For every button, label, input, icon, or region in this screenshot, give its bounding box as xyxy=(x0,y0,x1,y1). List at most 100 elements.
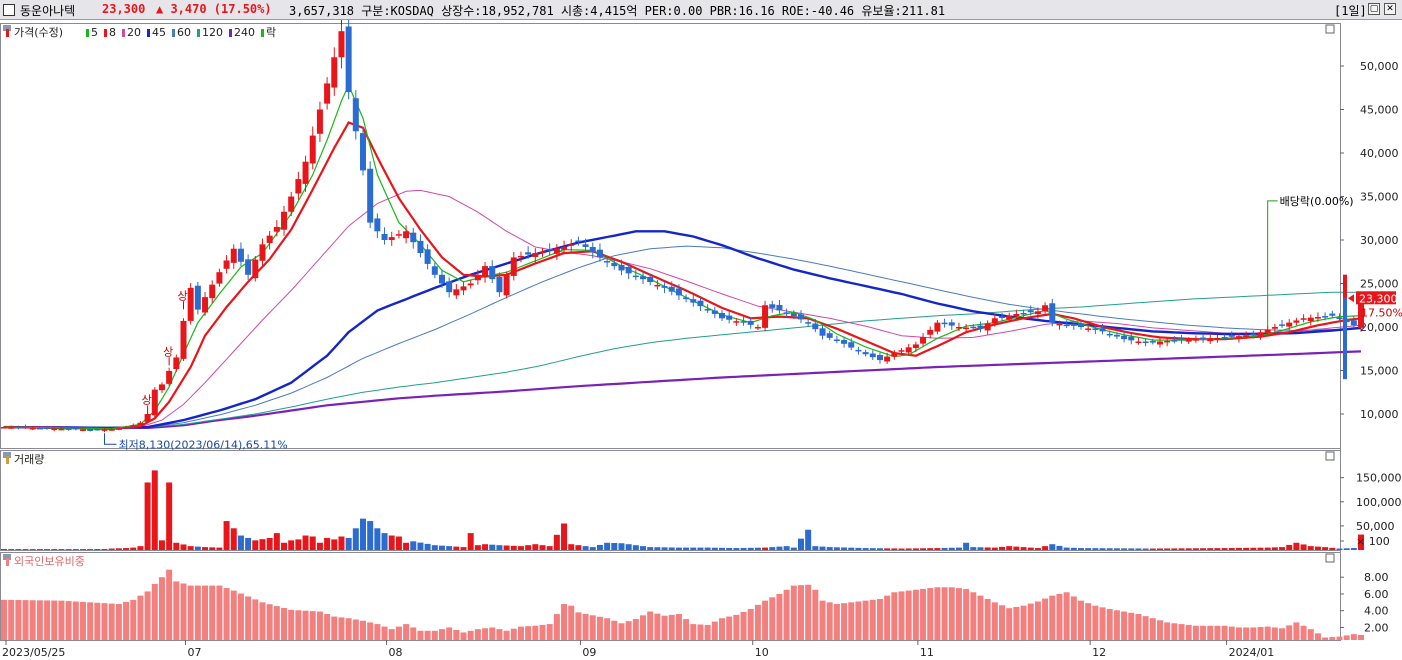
foreign-ratio-bar xyxy=(683,619,690,640)
foreign-ratio-bar xyxy=(891,592,898,640)
foreign-ratio-bar xyxy=(596,616,603,640)
candle-body xyxy=(719,313,725,319)
candle-body xyxy=(309,135,316,164)
foreign-ratio-bar xyxy=(453,629,460,640)
foreign-ratio-bar xyxy=(381,626,388,640)
candle-body xyxy=(453,289,460,296)
volume-bar xyxy=(180,544,187,550)
foreign-ratio-bar xyxy=(1013,606,1020,640)
foreign-ratio-bar xyxy=(654,613,661,640)
volume-bar xyxy=(625,544,632,550)
volume-bar xyxy=(202,547,209,550)
volume-bar xyxy=(905,548,912,550)
candle-body xyxy=(1171,340,1178,342)
volume-bar xyxy=(668,547,675,550)
volume-bar xyxy=(711,547,718,550)
volume-bar xyxy=(1092,548,1099,550)
volume-bar xyxy=(683,547,690,550)
foreign-ratio-bar xyxy=(374,624,381,640)
volume-bar xyxy=(999,546,1006,550)
foreign-ratio-bar xyxy=(1006,608,1013,640)
volume-bar xyxy=(1243,547,1250,550)
foreign-ratio-bar xyxy=(94,602,101,640)
volume-bar xyxy=(848,547,855,550)
candle-body xyxy=(826,333,833,338)
volume-bar xyxy=(1228,547,1235,550)
stock-chart-svg: 10,000 15,000 20,000 25,000 30,000 35,000 40,0… xyxy=(0,20,1402,659)
legend-item: 20 xyxy=(127,26,141,39)
volume-bar xyxy=(805,529,812,550)
candle-body xyxy=(783,312,790,314)
close-icon[interactable]: ✕ xyxy=(1384,3,1396,15)
candle-body xyxy=(812,323,819,330)
select-checkbox[interactable] xyxy=(3,4,15,16)
period-label[interactable]: [1일] xyxy=(1334,4,1367,18)
candle-body xyxy=(58,428,65,431)
volume-bar xyxy=(1322,547,1329,550)
foreign-ratio-bar xyxy=(1271,627,1278,640)
x-tick-label: 07 xyxy=(188,646,202,659)
candle-body xyxy=(403,231,410,239)
candle-body xyxy=(273,226,280,232)
candle-body xyxy=(884,356,891,362)
foreign-ratio-bar xyxy=(8,599,15,640)
price-range-bar xyxy=(1343,274,1347,380)
candle-body xyxy=(1113,334,1120,337)
volume-bar xyxy=(977,547,984,550)
minimize-icon[interactable]: ▢ xyxy=(1368,3,1380,15)
candle-body xyxy=(1221,337,1228,339)
volume-bar xyxy=(991,547,998,550)
candle-body xyxy=(1013,313,1020,317)
candle-body xyxy=(797,314,804,320)
legend-item: 120 xyxy=(202,26,223,39)
volume-bar xyxy=(719,547,725,550)
candle-body xyxy=(180,320,187,359)
volume-bar xyxy=(223,521,230,550)
volume-bar xyxy=(130,547,137,550)
volume-bar xyxy=(489,544,496,550)
foreign-ratio-bar xyxy=(202,585,209,640)
foreign-ratio-bar xyxy=(424,630,431,640)
foreign-ratio-bar xyxy=(1322,637,1329,640)
foreign-ratio-bar xyxy=(927,588,934,640)
volume-bar xyxy=(1070,547,1077,550)
foreign-ratio-bar xyxy=(1307,629,1314,640)
volume-bar xyxy=(87,549,94,550)
candle-body xyxy=(647,276,654,283)
foreign-ratio-bar xyxy=(941,587,948,640)
volume-bar xyxy=(841,547,848,550)
candle-body xyxy=(1192,339,1199,341)
foreign-ratio-bar xyxy=(719,618,725,640)
candle-body xyxy=(1034,311,1041,315)
volume-bar xyxy=(611,543,618,550)
volume-bar xyxy=(1042,546,1049,550)
candle-body xyxy=(79,429,86,431)
foreign-ratio-bar xyxy=(438,629,445,640)
candle-body xyxy=(1293,320,1300,323)
foreign-ratio-bar xyxy=(848,602,855,640)
candle-body xyxy=(44,427,51,429)
candle-body xyxy=(223,260,230,269)
candle-body xyxy=(661,286,668,288)
candle-body xyxy=(999,316,1006,318)
x-tick-label: 2024/01 xyxy=(1229,646,1275,659)
foreign-ratio-bar xyxy=(223,588,230,640)
limit-up-label: 상 xyxy=(142,394,152,407)
foreign-ratio-bar xyxy=(22,600,29,640)
foreign-ratio-bar xyxy=(1235,627,1242,640)
candle-body xyxy=(166,370,173,384)
foreign-ratio-bar xyxy=(862,600,869,640)
x-tick-label: 11 xyxy=(920,646,934,659)
volume-bar xyxy=(927,548,934,550)
foreign-ratio-bar xyxy=(338,617,345,640)
foreign-ratio-bar xyxy=(1142,616,1149,640)
volume-bar xyxy=(374,528,381,550)
volume-bar xyxy=(1063,547,1070,550)
foreign-ratio-bar xyxy=(324,614,331,640)
candle-body xyxy=(115,428,122,430)
volume-bar xyxy=(984,547,991,550)
foreign-ratio-bar xyxy=(489,627,496,640)
foreign-ratio-bar xyxy=(1200,625,1207,640)
volume-bar xyxy=(216,547,223,550)
candle-body xyxy=(675,288,682,296)
